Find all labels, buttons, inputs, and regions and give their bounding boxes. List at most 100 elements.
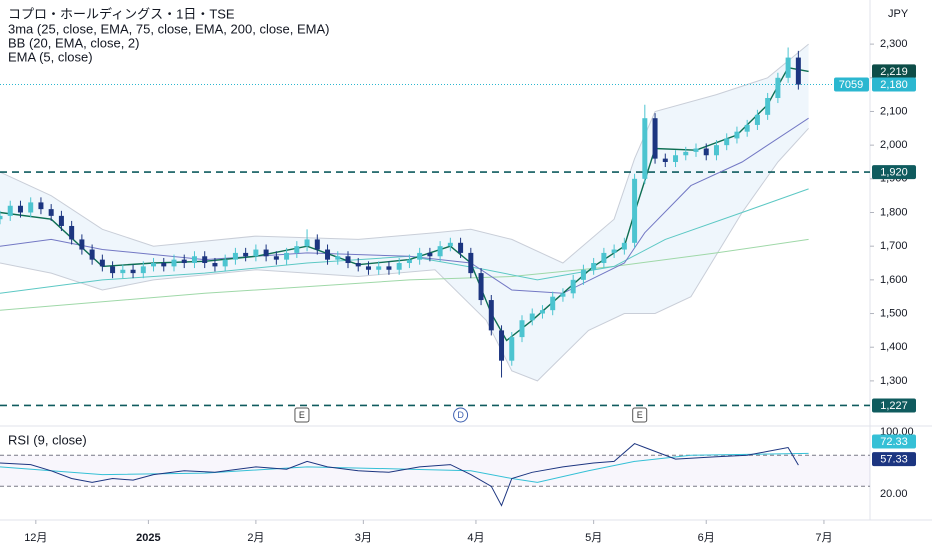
candle-body [151,263,157,267]
candle-body [28,202,34,213]
price-label-box [872,165,916,180]
candle-body [191,256,197,264]
candle-body [89,249,95,260]
rsi-ma-line [0,452,809,483]
candle-body [775,77,781,98]
candle-body [458,242,464,253]
candle-body [110,266,116,274]
indicator-label: BB (20, EMA, close, 2) [8,35,140,50]
candle-body [263,249,269,257]
countdown-box [834,77,869,92]
candle-body [171,259,177,267]
candle-body [642,118,648,179]
x-tick-label: 2025 [136,532,160,544]
rsi-ma-label: 72.33 [880,436,908,448]
rsi-label-box [872,452,916,467]
countdown: 7059 [839,79,863,91]
candle-body [140,266,146,274]
chart-title: コプロ・ホールディングス・1日・TSE [8,6,235,21]
candle-body [48,209,54,216]
event-label: D [457,410,464,420]
candle-body [232,252,238,260]
candle-body [724,138,730,146]
bb-fill [0,44,809,381]
candle-body [284,252,290,260]
indicator-label: EMA (5, close) [8,49,93,64]
candle-body [734,131,740,139]
price-label: 1,920 [880,166,908,178]
price-label-box [872,398,916,413]
candle-body [754,114,760,125]
x-tick-label: 12月 [24,532,47,544]
x-tick-label: 3月 [355,532,372,544]
candle-body [161,263,167,267]
candle-body [406,259,412,264]
candle-body [509,337,515,361]
currency: JPY [888,8,909,20]
candle-body [591,263,597,270]
candle-body [304,239,310,247]
candle-body [355,263,361,267]
x-tick-label: 7月 [815,532,832,544]
y-tick-label: 2,000 [880,139,908,151]
candle-body [120,269,126,274]
candle-body [325,249,331,260]
candle-body [713,145,719,156]
y-tick-label: 2,300 [880,38,908,50]
rsi-band [0,455,870,487]
x-tick-label: 5月 [585,532,602,544]
bb-upper [0,43,809,264]
candle-body [427,252,433,257]
candle-body [202,256,208,264]
event-marker [453,407,469,423]
candle-body [601,252,607,264]
candle-body [0,215,3,220]
candle-body [632,178,638,243]
candle-body [662,158,668,162]
candle-body [99,259,105,267]
candle-body [386,266,392,270]
candle-body [243,252,249,257]
candle-body [253,249,259,257]
candle-body [519,320,525,338]
candle-body [7,205,13,216]
event-marker [632,407,648,423]
candle-body [345,256,351,264]
candle-body [447,242,453,247]
candle-body [437,246,443,257]
indicator-label: 3ma (25, close, EMA, 75, close, EMA, 200… [8,21,330,36]
candle-body [17,205,23,213]
rsi-ma-label-box [872,434,916,449]
candle-body [222,259,228,267]
bb-lower [0,127,809,382]
candle-body [58,215,64,226]
x-tick-label: 2月 [247,532,264,544]
candle-body [69,225,75,240]
candle-body [314,239,320,250]
y-tick-label: 1,800 [880,206,908,218]
candle-body [294,246,300,253]
candle-body [335,256,341,260]
candle-body [550,296,556,311]
candle-body [611,249,617,253]
candle-body [130,269,136,274]
candle-body [365,266,371,270]
candle-body [539,310,545,314]
event-marker [294,407,310,423]
rsi-tick-label: 20.00 [880,488,908,500]
price-label: 2,219 [880,66,908,78]
candle-body [580,269,586,280]
candle-body [417,252,423,260]
candle-body [38,202,44,210]
y-tick-label: 1,400 [880,341,908,353]
x-tick-label: 6月 [698,532,715,544]
candle-body [181,259,187,264]
price-label: 1,227 [880,400,908,412]
candle-body [529,313,535,321]
event-label: E [299,410,305,420]
candle-body [396,263,402,270]
candle-body [683,151,689,156]
candle-body [570,279,576,294]
candle-body [488,300,494,331]
